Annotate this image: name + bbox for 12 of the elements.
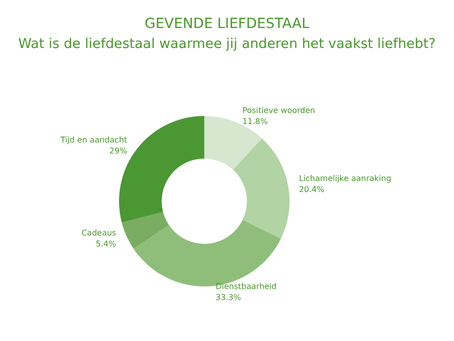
slice-label: Tijd en aandacht [59,135,128,144]
data-label: 5.4% [96,240,116,249]
data-label: 11.8% [242,117,268,126]
data-label: 20.4% [298,185,325,194]
slice-label: Cadeaus [81,228,116,238]
slice-label: Lichamelijke aanraking [298,174,392,184]
data-label: 29% [109,146,128,156]
data-label: 33.3% [216,293,242,302]
slice-label: Positieve woorden [242,106,316,116]
chart-title: GEVENDE LIEFDESTAAL [144,16,310,32]
slice-label: Dienstbaarheid [216,282,277,292]
chart-subtitle: Wat is de liefdestaal waarmee jij anderen het vaakst liefhebt? [18,36,436,52]
